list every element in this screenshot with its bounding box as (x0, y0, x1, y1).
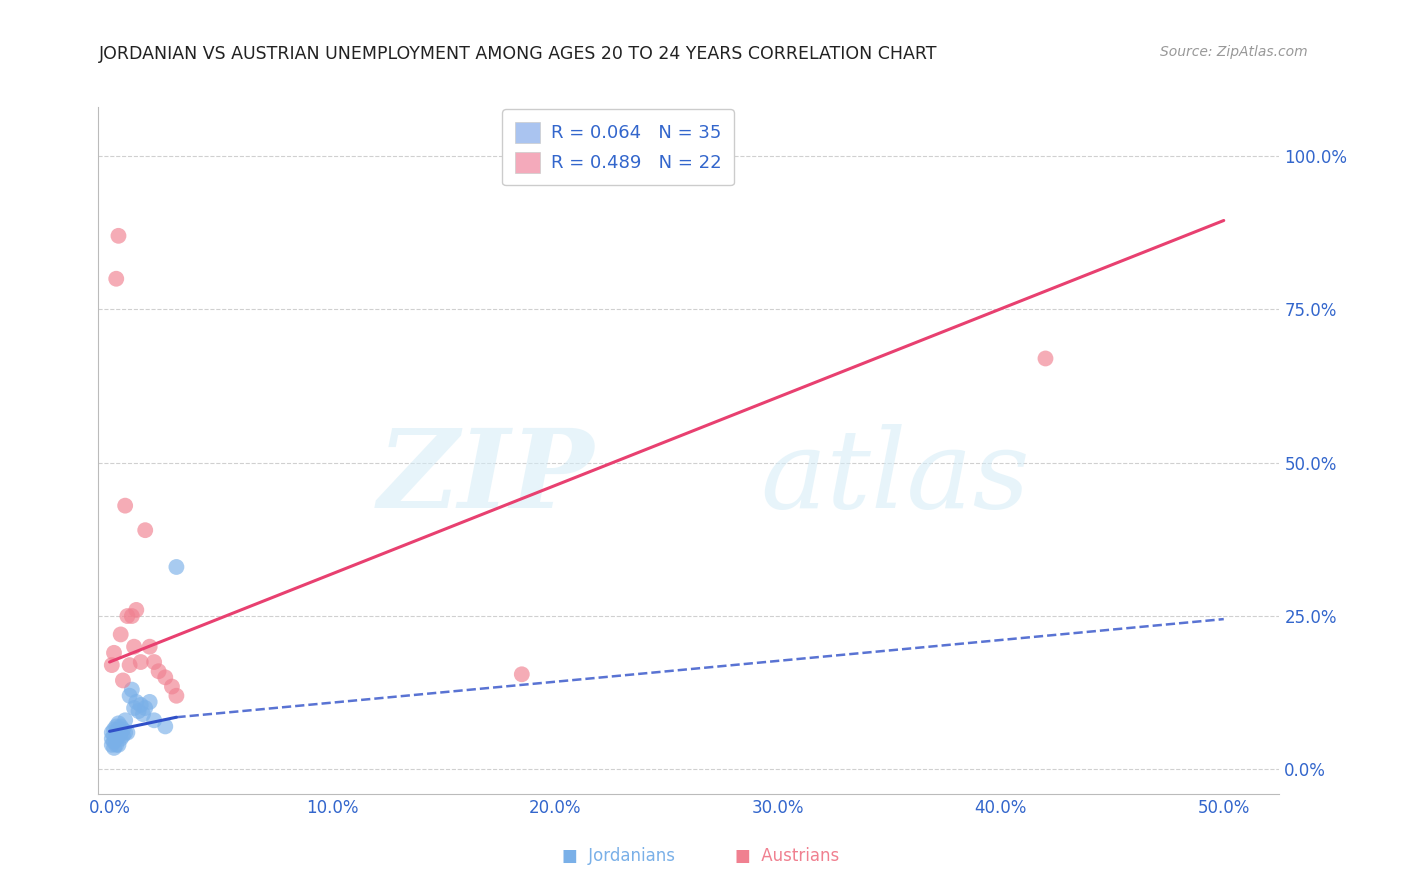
Point (101, 738, 124, 752)
Point (1035, 351, 1057, 366)
Point (101, 658, 124, 673)
Text: Source: ZipAtlas.com: Source: ZipAtlas.com (1160, 45, 1308, 59)
Point (118, 689, 141, 703)
Point (107, 228, 129, 243)
Point (110, 725, 132, 739)
Point (107, 716, 129, 731)
Point (129, 698, 152, 712)
Point (101, 725, 124, 739)
Point (103, 735, 125, 749)
Point (117, 725, 139, 739)
Point (121, 682, 143, 697)
Point (165, 560, 187, 574)
Text: atlas: atlas (759, 425, 1029, 532)
Point (138, 695, 160, 709)
Point (165, 689, 187, 703)
Point (107, 738, 129, 752)
Text: ■  Jordanians: ■ Jordanians (562, 847, 675, 865)
Point (114, 725, 136, 739)
Point (111, 729, 134, 743)
Text: ZIP: ZIP (378, 425, 595, 532)
Point (103, 723, 125, 737)
Point (138, 640, 160, 654)
Point (103, 740, 125, 755)
Point (107, 729, 129, 743)
Point (110, 731, 132, 746)
Point (121, 609, 143, 624)
Point (105, 719, 128, 733)
Point (114, 499, 136, 513)
Point (103, 729, 125, 743)
Point (103, 646, 125, 660)
Point (129, 655, 152, 669)
Point (114, 714, 136, 728)
Point (510, 667, 533, 681)
Point (122, 701, 145, 715)
Point (101, 731, 124, 746)
Point (143, 655, 166, 669)
Point (105, 731, 128, 746)
Point (117, 609, 139, 624)
Text: JORDANIAN VS AUSTRIAN UNEMPLOYMENT AMONG AGES 20 TO 24 YEARS CORRELATION CHART: JORDANIAN VS AUSTRIAN UNEMPLOYMENT AMONG… (98, 45, 936, 62)
Point (128, 704, 150, 718)
Point (122, 640, 145, 654)
Point (105, 271, 128, 285)
Point (132, 707, 155, 722)
Text: ■  Austrians: ■ Austrians (735, 847, 839, 865)
Point (118, 658, 141, 673)
Point (111, 673, 134, 688)
Point (105, 725, 128, 739)
Point (111, 723, 134, 737)
Point (155, 719, 177, 733)
Point (148, 664, 170, 679)
Point (105, 738, 128, 752)
Point (110, 627, 132, 641)
Point (160, 680, 183, 694)
Point (134, 523, 156, 537)
Point (143, 714, 166, 728)
Point (125, 603, 148, 617)
Point (134, 701, 156, 715)
Point (155, 670, 177, 684)
Legend: R = 0.064   N = 35, R = 0.489   N = 22: R = 0.064 N = 35, R = 0.489 N = 22 (502, 109, 734, 186)
Point (125, 695, 148, 709)
Point (110, 719, 132, 733)
Point (107, 723, 129, 737)
